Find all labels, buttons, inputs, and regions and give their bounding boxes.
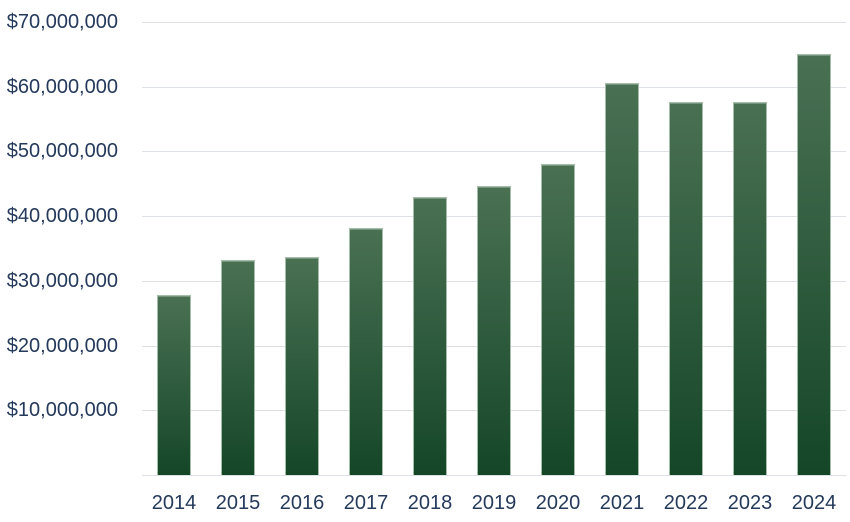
y-tick-label: $30,000,000 [6, 270, 118, 292]
x-tick-label: 2014 [151, 492, 197, 514]
bar-2017 [349, 228, 383, 475]
y-gridline [142, 151, 846, 152]
x-tick-label: 2023 [727, 492, 773, 514]
bar-2024 [797, 54, 831, 475]
y-tick-label: $40,000,000 [6, 205, 118, 227]
y-tick-label: $20,000,000 [6, 335, 118, 357]
x-tick-label: 2022 [663, 492, 709, 514]
x-tick-label: 2015 [215, 492, 261, 514]
x-tick-label: 2016 [279, 492, 325, 514]
y-tick-label: $60,000,000 [6, 76, 118, 98]
bar-2018 [413, 197, 447, 475]
bar-2019 [477, 186, 511, 475]
x-tick-label: 2019 [471, 492, 517, 514]
x-tick-label: 2017 [343, 492, 389, 514]
bar-2021 [605, 83, 639, 475]
y-gridline [142, 87, 846, 88]
x-axis-baseline [142, 475, 846, 476]
x-tick-label: 2024 [791, 492, 837, 514]
x-tick-label: 2020 [535, 492, 581, 514]
bar-2014 [157, 295, 191, 475]
bar-2015 [221, 260, 255, 475]
bar-2023 [733, 102, 767, 475]
y-tick-label: $70,000,000 [6, 11, 118, 33]
y-gridline [142, 22, 846, 23]
bar-2022 [669, 102, 703, 475]
y-tick-label: $50,000,000 [6, 140, 118, 162]
y-tick-label: $10,000,000 [6, 399, 118, 421]
x-tick-label: 2018 [407, 492, 453, 514]
x-tick-label: 2021 [599, 492, 645, 514]
bar-2016 [285, 257, 319, 475]
bar-2020 [541, 164, 575, 475]
